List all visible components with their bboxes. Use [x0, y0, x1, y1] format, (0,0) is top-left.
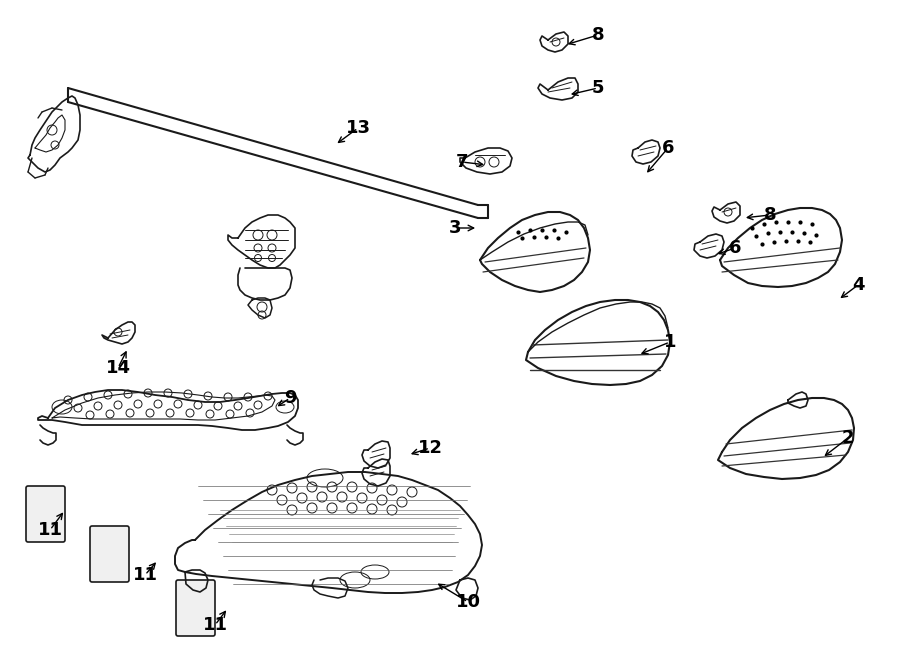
- FancyBboxPatch shape: [176, 580, 215, 636]
- FancyBboxPatch shape: [26, 486, 65, 542]
- Text: 12: 12: [418, 439, 443, 457]
- Text: 8: 8: [764, 206, 777, 224]
- Text: 13: 13: [346, 119, 371, 137]
- Text: 6: 6: [729, 239, 742, 257]
- Text: 11: 11: [202, 616, 228, 634]
- Text: 11: 11: [132, 566, 157, 584]
- Text: 8: 8: [591, 26, 604, 44]
- Text: 11: 11: [38, 521, 62, 539]
- FancyBboxPatch shape: [90, 526, 129, 582]
- Text: 7: 7: [455, 153, 468, 171]
- Text: 6: 6: [662, 139, 674, 157]
- Text: 1: 1: [664, 333, 676, 351]
- Text: 5: 5: [592, 79, 604, 97]
- Text: 2: 2: [842, 429, 854, 447]
- Text: 9: 9: [284, 389, 296, 407]
- Text: 10: 10: [455, 593, 481, 611]
- Text: 4: 4: [851, 276, 864, 294]
- Text: 14: 14: [105, 359, 130, 377]
- Text: 3: 3: [449, 219, 461, 237]
